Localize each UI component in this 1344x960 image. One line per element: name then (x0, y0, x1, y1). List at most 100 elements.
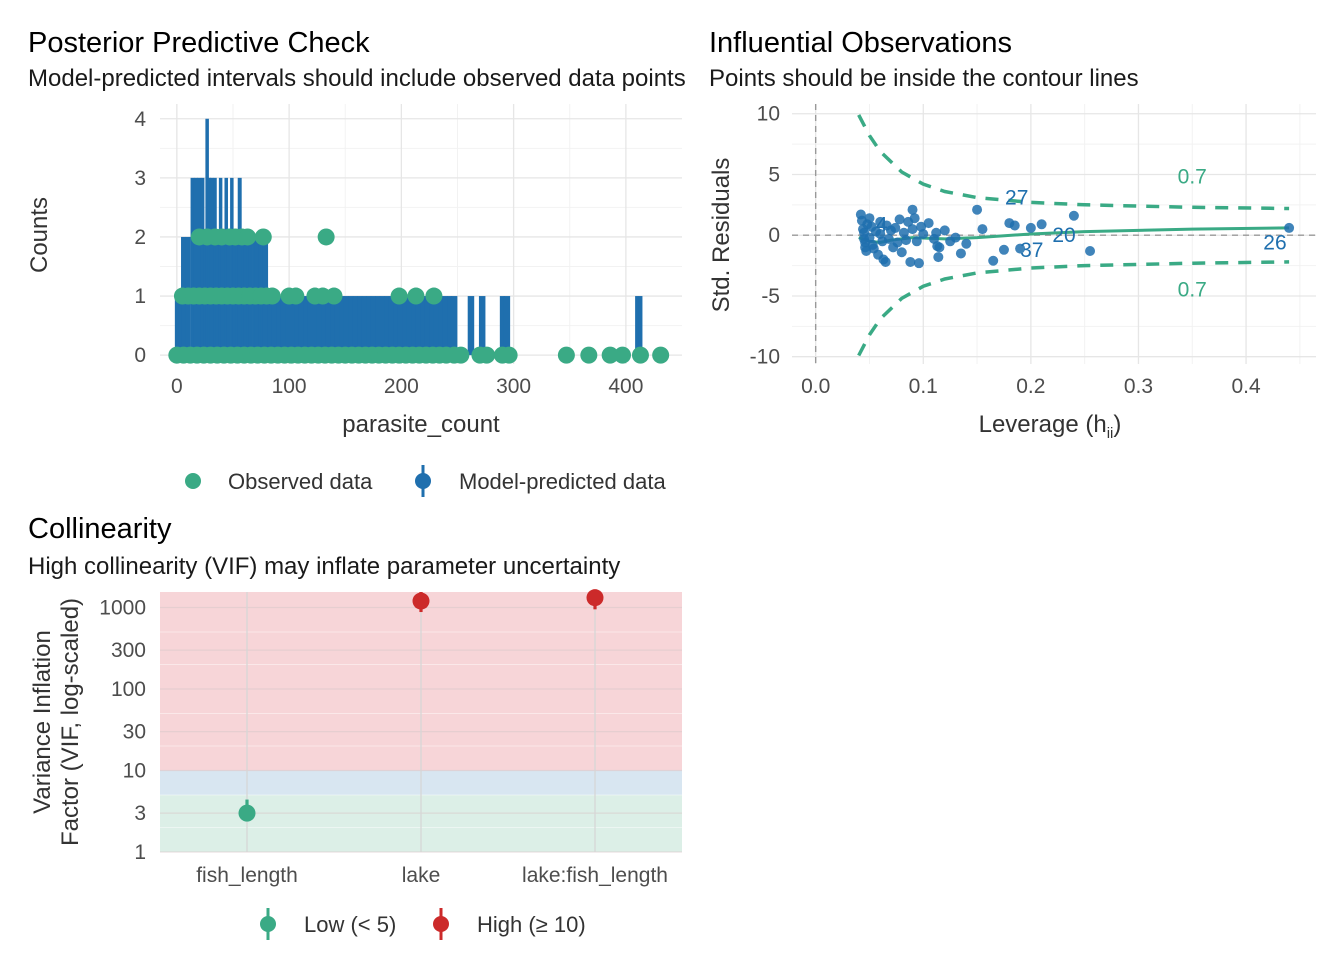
ppc-predicted-bar (361, 296, 367, 356)
influence-x-axis-title: Leverage (hii) (979, 411, 1122, 442)
ppc-predicted-bar (193, 177, 198, 356)
ppc-predicted-bar (330, 296, 336, 356)
collinearity-gridlines (160, 592, 682, 853)
influence-y-tick-label: 5 (768, 163, 780, 186)
ppc-predicted-bar (411, 296, 417, 356)
ppc-predicted-bar (213, 177, 217, 356)
influence-x-tick-label: 0.1 (909, 375, 938, 398)
ppc-predicted-bar (178, 296, 183, 356)
collinearity-x-tick-label: fish_length (196, 864, 298, 887)
influence-point (933, 252, 944, 263)
influence-y-tick-label: 0 (768, 224, 780, 247)
influence-point (998, 244, 1009, 255)
influence-y-ticks: -10 -5 0 5 10 (750, 103, 780, 369)
legend-observed-swatch (185, 473, 201, 489)
ppc-predicted-bar (237, 177, 242, 356)
legend-low-label: Low (< 5) (304, 912, 396, 937)
ppc-y-tick-label: 4 (134, 108, 146, 131)
ppc-predicted-bar (207, 177, 212, 356)
ppc-observed-point (325, 287, 343, 305)
influence-y-tick-label: 10 (757, 103, 780, 126)
ppc-predicted-bar (467, 296, 475, 356)
influence-point (880, 256, 891, 267)
influence-point-label: 20 (1052, 224, 1075, 247)
influence-point (1015, 243, 1026, 254)
ppc-x-ticks: 0 100 200 300 400 (171, 375, 643, 398)
ppc-predicted-bar (357, 296, 363, 356)
influence-point (896, 247, 907, 258)
influence-title: Influential Observations (709, 27, 1012, 59)
collinearity-x-tick-label: lake (402, 864, 441, 887)
collinearity-panel: Collinearity fish_length lake lake:fish_le… (28, 513, 682, 940)
influence-point (883, 233, 894, 244)
ppc-x-tick-label: 0 (171, 375, 183, 398)
collinearity-title: Collinearity (28, 513, 172, 545)
collinearity-y-ticks: 1 3 10 30 100 300 1000 (99, 597, 146, 864)
ppc-observed-point (631, 346, 649, 364)
ppc-predicted-bar (298, 296, 304, 356)
ppc-subtitle: Model-predicted intervals should include… (28, 65, 686, 92)
ppc-legend: Observed data Model-predicted data (185, 465, 666, 497)
ppc-observed-point (263, 287, 281, 305)
influence-y-tick-label: -10 (750, 346, 780, 369)
ppc-predicted-bar (438, 296, 444, 356)
influence-point (907, 204, 918, 215)
ppc-y-tick-label: 3 (134, 167, 146, 190)
ppc-predicted-bar (384, 296, 390, 356)
ppc-observed-point (580, 346, 598, 364)
influence-point (905, 256, 916, 267)
ppc-y-ticks: 0 1 2 3 4 (134, 108, 146, 367)
influence-point (890, 222, 901, 233)
collinearity-y-tick-label: 3 (134, 802, 146, 825)
influence-x-tick-label: 0.2 (1016, 375, 1045, 398)
influence-point (918, 229, 929, 239)
ppc-predicted-bar (190, 177, 195, 356)
influence-gridlines (792, 104, 1316, 364)
ppc-y-axis-title: Counts (26, 197, 53, 273)
influence-point (911, 236, 922, 247)
ppc-observed-point (601, 346, 619, 364)
ppc-predicted-bar (375, 296, 381, 356)
ppc-predicted-bar (197, 177, 202, 356)
ppc-observed-point (425, 287, 443, 305)
ppc-predicted-bar (393, 296, 399, 356)
influence-point (931, 227, 942, 238)
ppc-predicted-bar (366, 296, 372, 356)
influence-point (892, 237, 903, 248)
influence-point (1036, 219, 1047, 230)
ppc-observed-point (317, 228, 335, 246)
ppc-observed-point (390, 287, 408, 305)
ppc-observed-point (407, 287, 425, 305)
collinearity-vif-point (412, 592, 430, 610)
ppc-predicted-bar (420, 296, 426, 356)
influence-x-axis-title-main: Leverage (h (979, 411, 1107, 438)
influence-point (909, 213, 920, 224)
influence-point-label: 37 (1020, 239, 1043, 262)
influence-point (961, 238, 972, 249)
influence-contour-lower (857, 260, 1290, 357)
ppc-predicted-bar (294, 296, 300, 356)
ppc-predicted-bar (433, 296, 439, 356)
legend-low-swatch (260, 916, 276, 932)
ppc-predicted-bar (388, 296, 394, 356)
influence-point (972, 204, 983, 215)
influence-x-tick-label: 0.0 (801, 375, 830, 398)
influence-point (864, 213, 875, 224)
collinearity-y-tick-label: 30 (123, 721, 146, 744)
influence-point-label: 4 (876, 213, 888, 236)
ppc-predicted-bar (218, 177, 223, 356)
ppc-predicted-bar (379, 296, 385, 356)
influence-x-tick-label: 0.3 (1124, 375, 1153, 398)
influence-point (861, 246, 872, 257)
collinearity-y-tick-label: 10 (123, 760, 146, 783)
collinearity-y-tick-label: 1 (134, 841, 146, 864)
posterior-predictive-check-panel: Posterior Predictive Check 0 100 200 300 400… (26, 27, 682, 497)
ppc-predicted-bar (276, 296, 282, 356)
ppc-predicted-bar (499, 296, 505, 356)
ppc-x-tick-label: 300 (496, 375, 531, 398)
legend-high-swatch (433, 916, 449, 932)
influence-point (1009, 220, 1020, 231)
ppc-predicted-bar (267, 296, 273, 356)
influence-point-labels: 27 20 37 26 4 (876, 187, 1287, 262)
ppc-y-tick-label: 2 (134, 226, 146, 249)
